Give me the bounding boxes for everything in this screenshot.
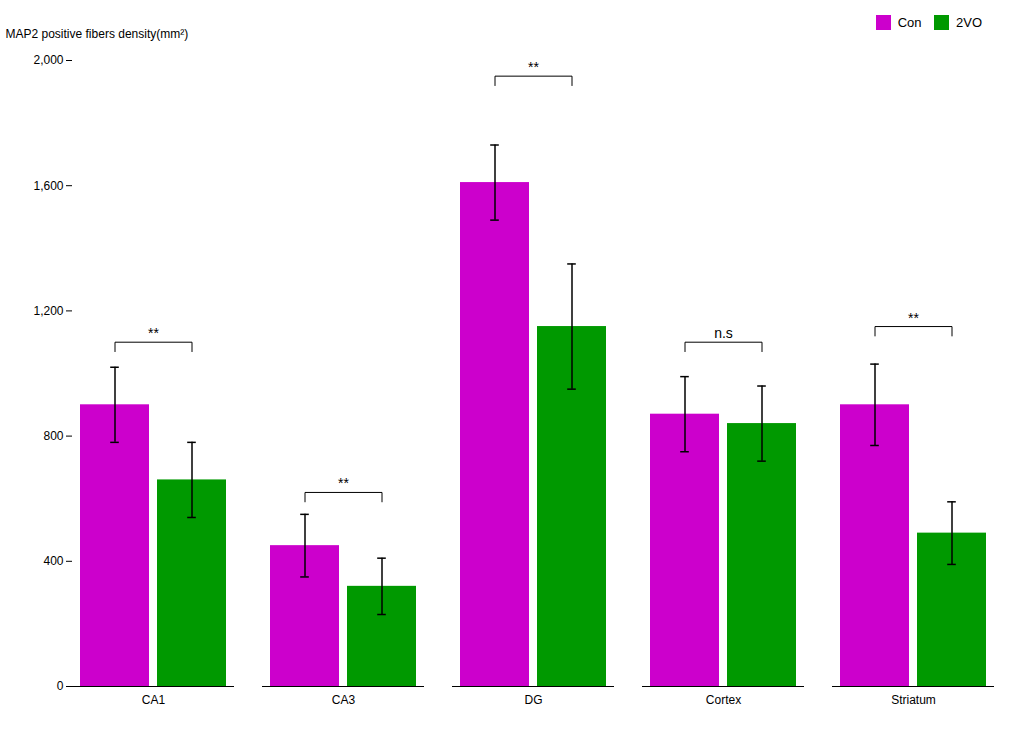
svg-text:**: ** xyxy=(908,310,919,326)
svg-text:1,600: 1,600 xyxy=(33,179,63,193)
svg-text:Cortex: Cortex xyxy=(706,693,741,707)
html-text:2VO: 2VO xyxy=(956,15,982,30)
svg-text:DG: DG xyxy=(525,693,543,707)
svg-text:CA3: CA3 xyxy=(332,693,356,707)
html-text:Con: Con xyxy=(897,15,922,30)
svg-text:0: 0 xyxy=(57,679,64,693)
svg-text:CA1: CA1 xyxy=(142,693,166,707)
svg-text:MAP2 positive fibers density(m: MAP2 positive fibers density(mm²) xyxy=(6,27,189,41)
svg-text:Striatum: Striatum xyxy=(891,693,936,707)
svg-text:400: 400 xyxy=(43,554,63,568)
svg-text:**: ** xyxy=(148,325,159,341)
svg-text:n.s: n.s xyxy=(714,325,733,341)
svg-text:**: ** xyxy=(338,475,349,491)
svg-text:**: ** xyxy=(528,59,539,75)
svg-text:800: 800 xyxy=(43,429,63,443)
svg-text:1,200: 1,200 xyxy=(33,304,63,318)
svg-text:2,000: 2,000 xyxy=(33,53,63,67)
